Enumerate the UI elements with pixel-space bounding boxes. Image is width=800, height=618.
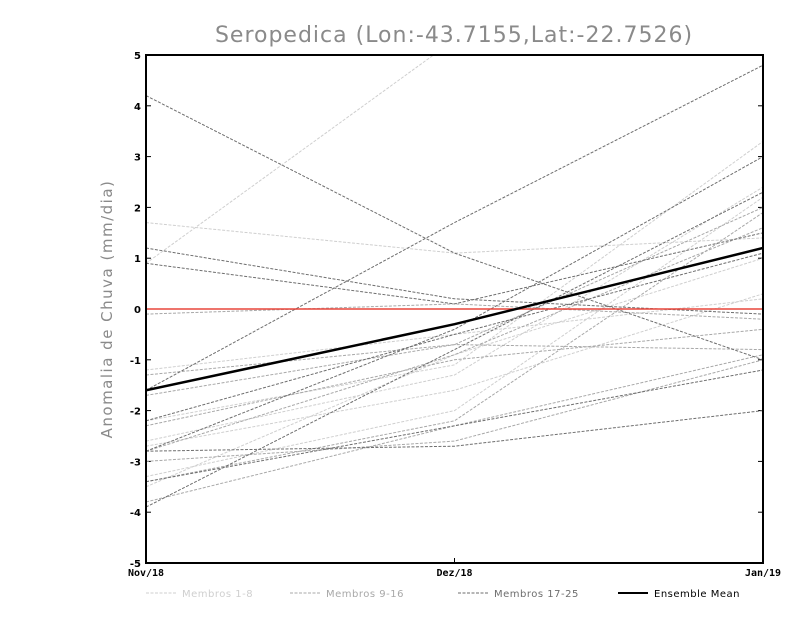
y-tick-label: -1: [130, 356, 141, 367]
y-axis-ticks: -5 -4 -3 -2 -1 0 1 2 3 4 5: [130, 51, 763, 570]
member-series-line: [146, 369, 763, 483]
y-tick-label: 0: [134, 305, 141, 316]
y-tick-label: 1: [134, 254, 141, 265]
y-tick-label: -5: [130, 559, 141, 570]
member-series-line: [146, 95, 763, 361]
member-series-line: [146, 303, 763, 320]
y-axis-label: Anomalia de Chuva (mm/dia): [98, 180, 116, 439]
legend-label: Membros 9-16: [326, 589, 404, 600]
member-series-line: [146, 252, 763, 422]
x-axis-ticks: Nov/18 Dez/18 Jan/19: [128, 558, 781, 579]
member-series-line: [146, 212, 763, 483]
member-series-line: [146, 140, 763, 422]
member-series-line: [146, 257, 763, 488]
member-series: [146, 55, 763, 508]
legend-label: Ensemble Mean: [654, 589, 740, 600]
member-series-line: [146, 191, 763, 508]
chart-title: Seropedica (Lon:-43.7155,Lat:-22.7526): [215, 23, 693, 48]
y-tick-label: 2: [134, 203, 141, 214]
member-series-line: [146, 206, 763, 376]
y-tick-label: 5: [134, 51, 141, 62]
legend-label: Membros 1-8: [182, 589, 253, 600]
plot-frame: [145, 54, 764, 564]
legend: Membros 1-8 Membros 9-16 Membros 17-25 Ense…: [146, 589, 740, 600]
member-series-line: [146, 344, 763, 396]
plot-lines: [146, 55, 763, 508]
member-series-line: [146, 186, 763, 442]
ensemble-mean-line: [146, 246, 763, 392]
member-series-line: [146, 410, 763, 452]
member-series-line: [146, 293, 763, 447]
legend-label: Membros 17-25: [494, 589, 579, 600]
member-series-line: [146, 232, 763, 305]
member-series-line: [146, 156, 763, 452]
y-tick-label: -3: [130, 457, 141, 468]
y-tick-label: -2: [130, 407, 141, 418]
member-series-line: [146, 354, 763, 503]
x-tick-label: Jan/19: [745, 568, 781, 579]
x-tick-label: Nov/18: [128, 568, 164, 579]
y-tick-label: 3: [134, 153, 141, 164]
member-series-line: [146, 328, 763, 427]
member-series-line: [146, 227, 763, 452]
member-series-line: [146, 196, 763, 478]
x-tick-label: Dez/18: [436, 568, 472, 579]
member-series-line: [146, 222, 763, 254]
member-series-line: [146, 64, 763, 391]
member-series-line: [146, 55, 435, 264]
y-tick-label: 4: [134, 102, 141, 113]
y-tick-label: -4: [130, 508, 141, 519]
